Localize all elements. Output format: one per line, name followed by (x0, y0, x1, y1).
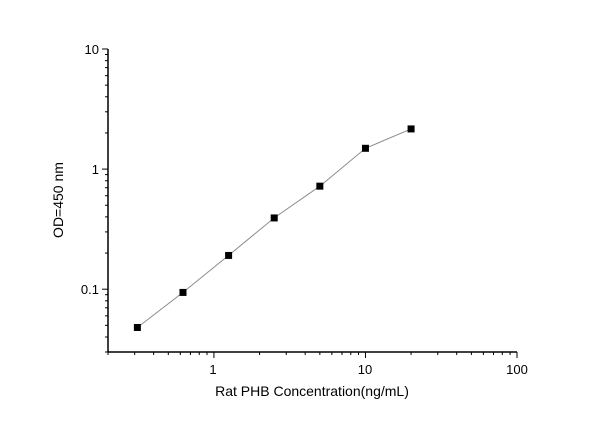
x-tick-label: 100 (506, 362, 528, 377)
data-point (133, 323, 141, 331)
x-tick-label: 1 (209, 362, 216, 377)
data-point (270, 214, 278, 222)
data-point (179, 288, 187, 296)
series-line (137, 128, 412, 328)
x-tick-label: 10 (358, 362, 372, 377)
tick-labels: 1 10 100 0.1 1 10 (81, 42, 528, 377)
axes (107, 49, 517, 353)
ticks (102, 48, 518, 358)
x-axis-label: Rat PHB Concentration(ng/mL) (215, 383, 409, 399)
series (133, 125, 415, 331)
data-point (225, 251, 233, 259)
data-point (361, 144, 369, 152)
y-tick-label: 0.1 (81, 282, 99, 297)
y-tick-label: 1 (92, 162, 99, 177)
data-point (316, 182, 324, 190)
data-point (407, 125, 415, 133)
y-tick-label: 10 (85, 42, 99, 57)
y-axis-label: OD=450 nm (50, 162, 66, 238)
